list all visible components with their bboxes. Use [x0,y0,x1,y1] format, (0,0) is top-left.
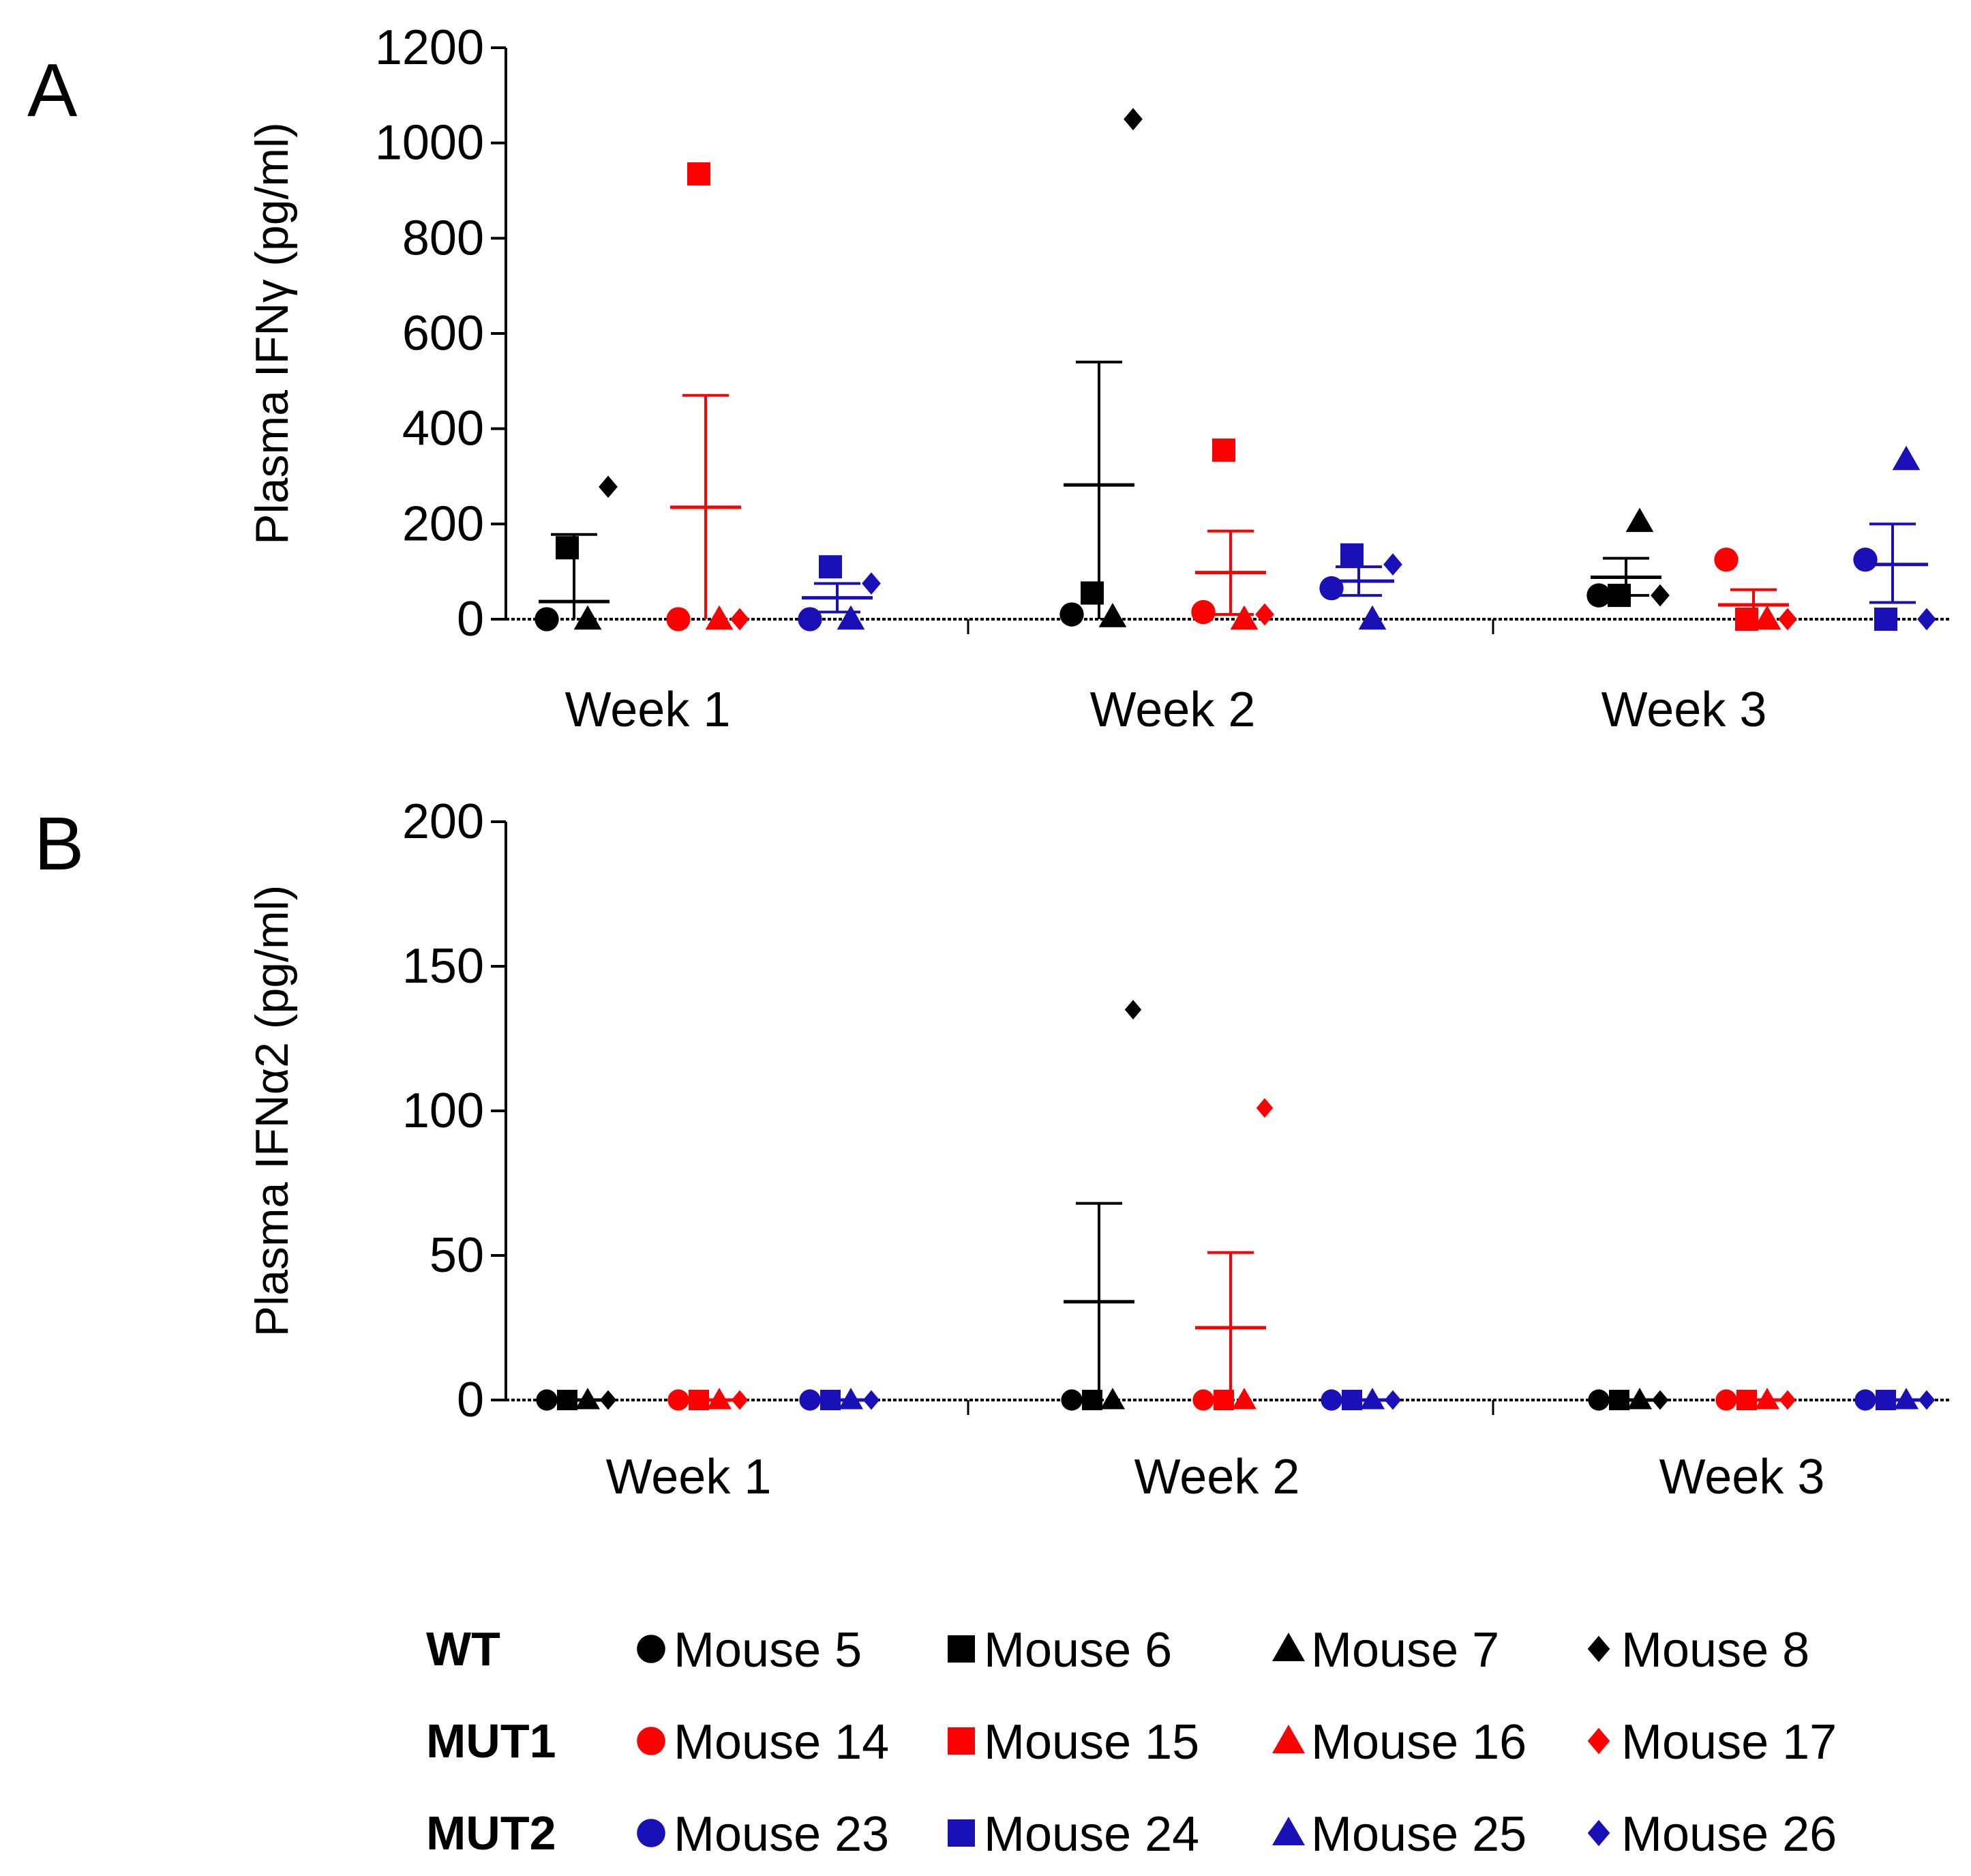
data-point-square [557,1390,577,1410]
y-tick-label: 200 [402,496,484,551]
y-tick-label: 600 [402,306,484,361]
data-point-square [1874,608,1897,631]
data-point-square [820,1390,841,1410]
legend-group-label: WT [426,1622,500,1676]
data-point-square [1340,544,1364,567]
x-tick-label: Week 1 [606,1450,772,1504]
legend-item-label: Mouse 26 [1621,1807,1837,1862]
data-point-circle [1853,548,1877,571]
data-point-square [1876,1390,1896,1410]
legend-item-label: Mouse 23 [674,1807,889,1862]
y-axis-label: Plasma IFNα2 (pg/ml) [246,885,298,1337]
data-point-square [556,536,579,559]
x-tick-label: Week 3 [1659,1450,1825,1504]
data-point-circle [1061,1389,1082,1410]
legend-item-label: Mouse 24 [984,1807,1199,1862]
data-point-square [819,555,842,578]
data-point-circle [799,1389,820,1410]
x-tick-label: Week 2 [1134,1450,1300,1504]
y-axis-label: Plasma IFNγ (pg/ml) [246,122,298,545]
legend-item-label: Mouse 17 [1621,1715,1837,1770]
data-point-circle [536,1389,557,1410]
legend-item-label: Mouse 7 [1311,1623,1499,1678]
figure: APlasma IFNγ (pg/ml)02004006008001000120… [0,0,1971,1876]
x-tick-label: Week 3 [1601,683,1767,737]
legend-marker-square [948,1819,975,1847]
y-tick-label: 0 [457,592,484,646]
data-point-circle [667,1389,689,1410]
y-tick-label: 800 [402,211,484,265]
y-tick-label: 50 [430,1228,484,1283]
legend-item-label: Mouse 8 [1621,1623,1809,1678]
legend-marker-circle [637,1819,665,1847]
data-point-circle [1588,1389,1609,1410]
y-tick-label: 150 [402,939,484,994]
y-tick-label: 400 [402,402,484,456]
legend-marker-square [948,1635,975,1663]
data-point-circle [535,607,558,631]
legend-marker-circle [637,1635,665,1663]
y-tick-label: 100 [402,1084,484,1138]
data-point-square [1608,584,1631,607]
data-point-square [1081,582,1104,605]
data-point-circle [1192,1389,1214,1410]
data-point-square [1082,1390,1102,1410]
data-point-square [687,162,710,185]
data-point-square [1342,1390,1362,1410]
legend-marker-circle [637,1727,665,1755]
legend-group-label: MUT2 [426,1806,556,1860]
x-tick-label: Week 2 [1090,683,1256,737]
data-point-circle [1059,602,1083,626]
legend-item-label: Mouse 15 [984,1715,1199,1770]
legend-group-label: MUT1 [426,1714,556,1768]
data-point-circle [1714,548,1738,571]
legend-item-label: Mouse 14 [674,1715,889,1770]
panel-label: A [27,48,78,132]
data-point-square [1736,1390,1757,1410]
data-point-circle [1586,583,1610,607]
legend-item-label: Mouse 25 [1311,1807,1526,1862]
data-point-circle [1715,1389,1736,1410]
data-point-square [1214,1390,1234,1410]
data-point-square [1609,1390,1629,1410]
data-point-circle [1854,1389,1876,1410]
legend-item-label: Mouse 16 [1311,1715,1526,1770]
legend-item-label: Mouse 6 [984,1623,1172,1678]
y-tick-label: 200 [402,794,484,849]
legend-marker-square [948,1727,975,1755]
data-point-circle [666,607,690,631]
panel-label: B [34,802,84,886]
data-point-square [1212,438,1235,462]
data-point-square [689,1390,709,1410]
data-point-circle [1319,576,1343,600]
data-point-circle [1321,1389,1342,1410]
legend-item-label: Mouse 5 [674,1623,862,1678]
y-tick-label: 0 [457,1373,484,1427]
y-tick-label: 1000 [375,116,484,170]
data-point-circle [798,607,822,631]
data-point-circle [1191,600,1215,624]
x-tick-label: Week 1 [565,683,731,737]
y-tick-label: 1200 [375,20,484,75]
